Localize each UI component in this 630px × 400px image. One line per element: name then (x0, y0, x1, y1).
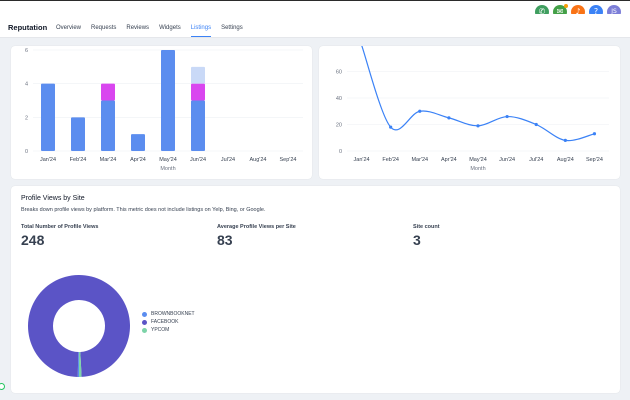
x-tick-label: Apr'24 (441, 157, 457, 163)
stat-site-count: Site count 3 (413, 224, 440, 248)
bar-chart: 0 2 4 6 Jan'24 Feb'24 Mar'24 Apr'24 May'24 Jun'24… (25, 48, 303, 172)
bar-segment (71, 117, 85, 151)
legend-item[interactable]: FACEBOOK (142, 318, 195, 326)
nav-bar: Reputation Overview Requests Reviews Wid… (0, 14, 630, 38)
bar-segment (191, 83, 205, 101)
legend-item[interactable]: BROWNBOOKNET (142, 310, 195, 318)
tab-settings[interactable]: Settings (221, 25, 243, 31)
x-tick-label: Jan'24 (40, 157, 56, 163)
donut-slice (79, 351, 82, 377)
bar-segment (131, 134, 145, 151)
nav-tabs: Overview Requests Reviews Widgets Listin… (56, 25, 243, 37)
bar-segment (191, 100, 205, 151)
y-tick-label: 0 (25, 149, 28, 155)
legend-item[interactable]: YPCOM (142, 326, 195, 334)
donut-chart (27, 275, 130, 377)
stat-total-views: Total Number of Profile Views 248 (21, 224, 98, 248)
stat-label: Average Profile Views per Site (217, 224, 296, 230)
x-tick-label: Jan'24 (354, 157, 370, 163)
x-tick-label: Sep'24 (280, 157, 297, 163)
x-tick-label: Aug'24 (250, 157, 267, 163)
data-point (534, 122, 538, 127)
legend-label: YPCOM (151, 327, 170, 333)
section-title: Profile Views by Site (21, 195, 85, 202)
x-tick-label: May'24 (469, 157, 487, 163)
legend-label: BROWNBOOKNET (151, 311, 195, 317)
tab-requests[interactable]: Requests (91, 25, 117, 31)
bar-segment (101, 100, 115, 151)
bar-segment (101, 83, 115, 101)
x-tick-label: Jul'24 (529, 157, 543, 163)
tab-reviews[interactable]: Reviews (126, 25, 150, 31)
data-point (505, 114, 509, 119)
y-tick-label: 20 (336, 123, 342, 129)
y-tick-label: 0 (339, 149, 342, 155)
data-point (389, 125, 393, 129)
section-description: Breaks down profile views by platform. T… (21, 207, 266, 213)
x-axis-label: Month (160, 166, 175, 172)
x-tick-label: Apr'24 (130, 157, 146, 163)
donut-slice (27, 275, 130, 377)
y-tick-label: 2 (25, 115, 28, 121)
legend-swatch (142, 319, 147, 325)
bar-segment (191, 66, 205, 84)
profile-views-card: Profile Views by Site Breaks down profil… (11, 186, 620, 393)
stat-value: 3 (413, 232, 421, 248)
y-tick-label: 60 (336, 70, 342, 76)
data-point (592, 132, 597, 136)
tab-listings[interactable]: Listings (190, 25, 212, 37)
x-tick-label: Feb'24 (382, 157, 399, 163)
megaphone-glyph: ✉ (556, 7, 564, 16)
x-tick-label: Jun'24 (499, 157, 515, 163)
stat-value: 83 (217, 232, 233, 248)
x-tick-label: Sep'24 (586, 157, 603, 163)
data-point (563, 138, 567, 142)
donut-slice (77, 351, 79, 377)
y-tick-label: 40 (336, 96, 342, 102)
stat-label: Site count (413, 224, 440, 230)
bar-segment (161, 50, 175, 151)
x-axis-label: Month (470, 166, 485, 172)
monthly-line-chart-card: 0 20 40 60 Jan'24 Feb'24 Mar'24 Apr'24 May'24 Jun… (319, 44, 620, 179)
notification-dot (564, 4, 568, 8)
legend-label: FACEBOOK (151, 319, 179, 325)
data-point (418, 109, 422, 113)
bar-segment (41, 83, 55, 151)
monthly-bar-chart-card: 0 2 4 6 Jan'24 Feb'24 Mar'24 Apr'24 May'24 Jun'24… (11, 46, 312, 179)
y-tick-label: 6 (25, 48, 28, 54)
stat-value: 248 (21, 232, 45, 248)
x-tick-label: Jun'24 (190, 157, 206, 163)
legend-swatch (142, 311, 147, 317)
data-point (447, 116, 451, 120)
status-indicator (0, 383, 5, 390)
legend-swatch (142, 327, 147, 333)
tab-overview[interactable]: Overview (56, 25, 82, 31)
x-tick-label: Feb'24 (70, 157, 87, 163)
x-tick-label: Aug'24 (557, 157, 574, 163)
donut-legend: BROWNBOOKNET FACEBOOK YPCOM (142, 310, 195, 334)
data-point (476, 124, 480, 128)
x-tick-label: Mar'24 (100, 157, 117, 163)
stat-label: Total Number of Profile Views (21, 224, 99, 230)
page-title: Reputation (8, 23, 48, 32)
line-chart: 0 20 40 60 Jan'24 Feb'24 Mar'24 Apr'24 May'24 Jun… (336, 44, 609, 172)
x-tick-label: Mar'24 (411, 157, 428, 163)
tab-widgets[interactable]: Widgets (159, 25, 181, 31)
x-tick-label: May'24 (159, 157, 177, 163)
stat-average-views: Average Profile Views per Site 83 (217, 224, 296, 248)
x-tick-label: Jul'24 (221, 157, 235, 163)
y-tick-label: 4 (25, 82, 28, 88)
